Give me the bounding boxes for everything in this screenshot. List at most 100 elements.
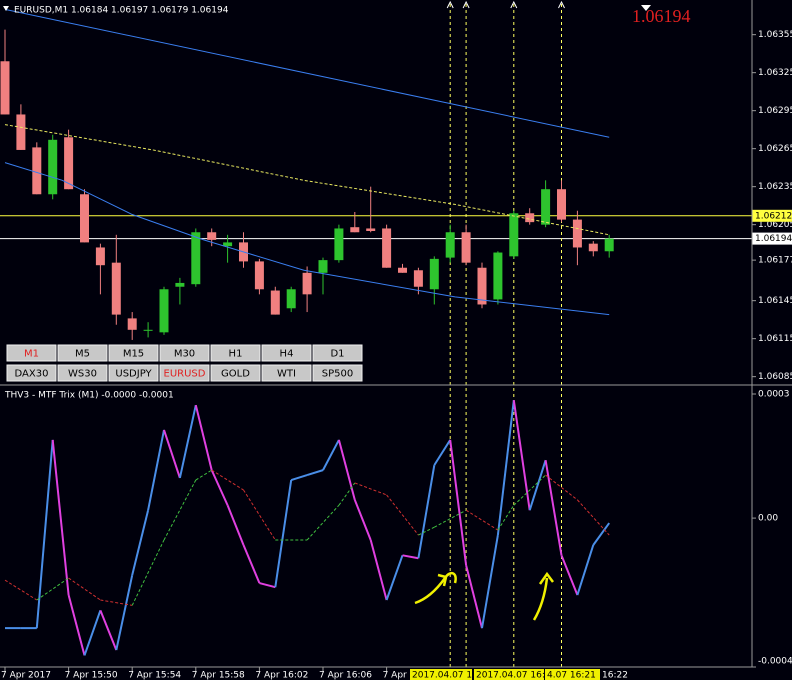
candle-body — [80, 194, 89, 243]
button-face — [6, 344, 57, 362]
button-label: M30 — [174, 349, 195, 360]
button[interactable]: DAX30 — [6, 364, 57, 382]
candle-body — [366, 228, 376, 231]
button[interactable]: M30 — [159, 344, 210, 362]
y-tick-label: 0.00 — [758, 514, 778, 524]
candle-body — [398, 267, 407, 273]
indicator-segment — [67, 594, 86, 656]
candle-body — [413, 270, 423, 287]
candle-body — [191, 232, 201, 285]
button[interactable]: H1 — [210, 344, 261, 362]
indicator-segment — [51, 439, 70, 596]
vline-marker — [446, 0, 454, 9]
candle-body — [334, 228, 344, 261]
candle-body — [318, 260, 328, 273]
indicator-segment — [35, 439, 54, 629]
x-tick-label: 7 Apr 15:58 — [192, 671, 245, 680]
indicator-segment — [417, 464, 436, 559]
y-tick-label: 1.06177 — [758, 256, 792, 266]
button-face — [108, 344, 159, 362]
button-face — [57, 344, 108, 362]
indicator-segment — [100, 599, 133, 606]
candle-body — [270, 290, 280, 315]
button-label: H1 — [229, 349, 243, 360]
y-tick-label: 1.06145 — [758, 296, 792, 306]
button[interactable]: M15 — [108, 344, 159, 362]
candle-body — [525, 213, 535, 223]
candle-body — [509, 213, 519, 257]
price-label: 1.06194 — [755, 234, 792, 244]
button[interactable]: WTI — [261, 364, 312, 382]
indicator-segment — [465, 565, 483, 629]
indicator-segment — [418, 526, 435, 536]
indicator-segment — [369, 539, 388, 601]
candle-body — [175, 282, 185, 287]
indicator-segment — [115, 574, 134, 651]
button-face — [261, 364, 312, 382]
candle-body — [572, 219, 582, 248]
indicator-segment — [386, 494, 419, 536]
button-label: D1 — [330, 349, 344, 360]
button-label: M1 — [24, 349, 39, 360]
candle-body — [64, 137, 74, 190]
price-marker — [641, 5, 651, 11]
x-tick-label: 7 Apr 15:50 — [65, 671, 118, 680]
y-tick-label: 1.06265 — [758, 144, 792, 154]
y-tick-label: -0.0004 — [758, 657, 792, 667]
indicator-segment — [226, 504, 245, 546]
indicator-segment — [449, 439, 468, 566]
button-label: SP500 — [322, 369, 353, 380]
bid-price: 1.06194 — [632, 6, 691, 26]
candle-body — [429, 258, 439, 290]
indicator-segment — [306, 504, 340, 541]
indicator-segment — [83, 609, 102, 656]
indicator-segment — [131, 509, 150, 576]
x-tick-label: 7 Apr 16:06 — [319, 671, 372, 680]
indicator-segment — [434, 509, 467, 528]
annotation-arrow — [532, 571, 554, 621]
candle-body — [95, 247, 105, 266]
button[interactable]: GOLD — [210, 364, 261, 382]
button[interactable]: D1 — [312, 344, 363, 362]
button-face — [6, 364, 57, 382]
candle-body — [382, 228, 392, 268]
time-highlight-label: 4.07 16:21 — [547, 671, 596, 680]
button-face — [210, 344, 261, 362]
indicator-segment — [544, 460, 563, 556]
button[interactable]: M5 — [57, 344, 108, 362]
button[interactable]: EURUSD — [159, 364, 210, 382]
candle-body — [477, 267, 487, 305]
x-tick-label: 7 Apr 15:54 — [128, 671, 181, 680]
moving-average — [4, 124, 610, 236]
indicator-segment — [465, 509, 499, 531]
candle-body — [223, 242, 233, 247]
button[interactable]: SP500 — [312, 364, 363, 382]
time-highlight-label: 2017.04.07 16: — [412, 671, 481, 680]
candle-body — [0, 61, 10, 115]
y-tick-label: 1.06325 — [758, 68, 792, 78]
y-tick-label: 1.06115 — [758, 334, 792, 344]
candle-body — [143, 329, 153, 331]
indicator-segment — [274, 479, 293, 588]
indicator-segment — [577, 499, 610, 536]
indicator-segment — [592, 522, 611, 546]
button-face — [312, 344, 363, 362]
indicator-segment — [337, 439, 356, 501]
button[interactable]: M1 — [6, 344, 57, 362]
moving-average — [4, 8, 610, 138]
button[interactable]: H4 — [261, 344, 312, 362]
y-tick-label: 1.06085 — [758, 372, 792, 382]
vline-marker — [510, 0, 518, 9]
candle-body — [207, 232, 217, 240]
button[interactable]: WS30 — [57, 364, 108, 382]
candle-body — [286, 289, 296, 309]
button-face — [312, 364, 363, 382]
indicator-segment — [433, 439, 452, 466]
indicator-segment — [512, 400, 531, 511]
indicator-segment — [481, 534, 499, 629]
indicator-segment — [36, 577, 69, 601]
button[interactable]: USDJPY — [108, 364, 159, 382]
indicator-segment — [496, 400, 515, 536]
button-label: GOLD — [221, 369, 250, 380]
